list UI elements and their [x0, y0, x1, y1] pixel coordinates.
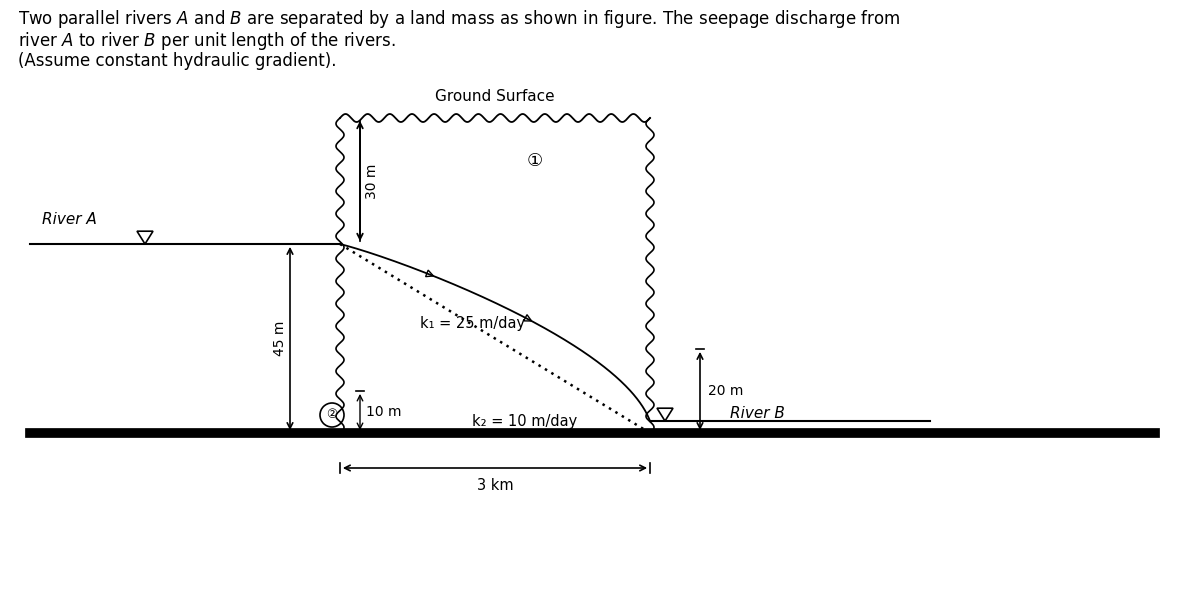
Text: River B: River B — [730, 406, 784, 421]
Text: ①: ① — [527, 152, 543, 170]
Text: ②: ② — [326, 409, 338, 421]
Text: 10 m: 10 m — [366, 405, 402, 419]
Text: river $A$ to river $B$ per unit length of the rivers.: river $A$ to river $B$ per unit length o… — [18, 30, 396, 52]
Text: 30 m: 30 m — [365, 164, 379, 199]
Text: 20 m: 20 m — [707, 384, 743, 398]
Text: Ground Surface: Ground Surface — [435, 89, 555, 104]
Text: k₁ = 25 m/day: k₁ = 25 m/day — [419, 316, 525, 331]
Text: k₂ = 10 m/day: k₂ = 10 m/day — [473, 414, 577, 429]
Text: Two parallel rivers $A$ and $B$ are separated by a land mass as shown in figure.: Two parallel rivers $A$ and $B$ are sepa… — [18, 8, 901, 30]
Text: (Assume constant hydraulic gradient).: (Assume constant hydraulic gradient). — [18, 52, 337, 70]
Text: River A: River A — [41, 212, 97, 227]
Text: 3 km: 3 km — [476, 478, 513, 493]
Text: 45 m: 45 m — [273, 321, 287, 356]
